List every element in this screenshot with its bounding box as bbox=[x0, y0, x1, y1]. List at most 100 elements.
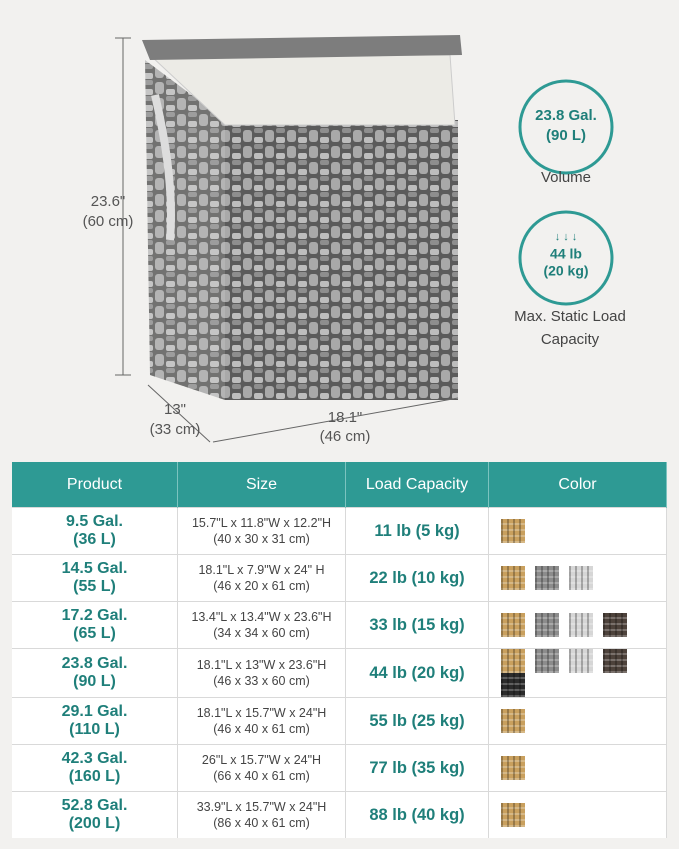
size-cell: 18.1"L x 15.7"W x 24"H (46 x 40 x 61 cm) bbox=[177, 697, 346, 745]
arrows-icon: ↓ ↓ ↓ bbox=[555, 231, 578, 243]
swatch bbox=[569, 566, 593, 590]
size-cell: 18.1"L x 13"W x 23.6"H (46 x 33 x 60 cm) bbox=[177, 648, 346, 698]
color-cell bbox=[488, 697, 667, 745]
badge-ring bbox=[518, 79, 614, 175]
size-cell: 18.1"L x 7.9"W x 24" H (46 x 20 x 61 cm) bbox=[177, 554, 346, 602]
swatch bbox=[501, 673, 525, 697]
swatch bbox=[535, 649, 559, 673]
header: Color bbox=[488, 462, 667, 508]
badge-ring bbox=[518, 210, 614, 306]
row: 52.8 Gal. (200 L) 33.9"L x 15.7"W x 24"H (8… bbox=[12, 791, 667, 838]
size-metric: (46 x 20 x 61 cm) bbox=[213, 579, 310, 593]
gallons: 42.3 Gal. bbox=[61, 750, 128, 767]
header: Load Capacity bbox=[345, 462, 489, 508]
size-cell: 15.7"L x 11.8"W x 12.2"H (40 x 30 x 31 cm… bbox=[177, 507, 346, 555]
header: Size bbox=[177, 462, 346, 508]
product-cell: 14.5 Gal. (55 L) bbox=[12, 554, 178, 602]
row: 29.1 Gal. (110 L) 18.1"L x 15.7"W x 24"H (4… bbox=[12, 697, 667, 745]
swatch bbox=[501, 519, 525, 543]
row: 23.8 Gal. (90 L) 18.1"L x 13"W x 23.6"H (46… bbox=[12, 648, 667, 698]
liters: (110 L) bbox=[69, 721, 120, 738]
color-cell bbox=[488, 648, 667, 698]
swatch bbox=[603, 649, 627, 673]
size: 18.1"L x 13"W x 23.6"H bbox=[196, 658, 327, 672]
gallons: 14.5 Gal. bbox=[61, 560, 128, 577]
size-metric: (46 x 40 x 61 cm) bbox=[213, 722, 310, 736]
swatch bbox=[535, 613, 559, 637]
size-metric: (66 x 40 x 61 cm) bbox=[213, 769, 310, 783]
color-cell bbox=[488, 744, 667, 792]
swatch bbox=[569, 613, 593, 637]
color-cell bbox=[488, 554, 667, 602]
swatch bbox=[603, 613, 627, 637]
swatch bbox=[569, 649, 593, 673]
liters: (90 L) bbox=[73, 673, 116, 690]
size: 26"L x 15.7"W x 24"H bbox=[201, 753, 322, 767]
swatch bbox=[501, 613, 525, 637]
liters: (160 L) bbox=[68, 768, 121, 785]
depth-metric: (33 cm) bbox=[150, 421, 201, 438]
size-metric: (40 x 30 x 31 cm) bbox=[213, 532, 310, 546]
swatch bbox=[501, 649, 525, 673]
size: 13.4"L x 13.4"W x 23.6"H bbox=[191, 610, 332, 624]
product-cell: 52.8 Gal. (200 L) bbox=[12, 791, 178, 838]
height-label: 23.6" bbox=[91, 193, 126, 210]
load: 22 lb (10 kg) bbox=[345, 554, 489, 602]
dimension-lines bbox=[115, 37, 459, 443]
gallons: 29.1 Gal. bbox=[61, 703, 128, 720]
badge-text: (90 L) bbox=[546, 127, 586, 144]
swatch bbox=[501, 709, 525, 733]
size-metric: (46 x 33 x 60 cm) bbox=[213, 674, 310, 688]
badge-caption: Volume bbox=[541, 169, 591, 186]
size: 18.1"L x 15.7"W x 24"H bbox=[196, 706, 327, 720]
product-cell: 9.5 Gal. (36 L) bbox=[12, 507, 178, 555]
row: 42.3 Gal. (160 L) 26"L x 15.7"W x 24"H (66 … bbox=[12, 744, 667, 792]
row: 9.5 Gal. (36 L) 15.7"L x 11.8"W x 12.2"H (4… bbox=[12, 507, 667, 555]
liters: (200 L) bbox=[68, 815, 121, 832]
load: 88 lb (40 kg) bbox=[345, 791, 489, 838]
width-metric: (46 cm) bbox=[320, 428, 371, 445]
color-cell bbox=[488, 507, 667, 555]
header: Product bbox=[12, 462, 178, 508]
swatch bbox=[501, 803, 525, 827]
size: 18.1"L x 7.9"W x 24" H bbox=[198, 563, 325, 577]
load: 55 lb (25 kg) bbox=[345, 697, 489, 745]
load: 77 lb (35 kg) bbox=[345, 744, 489, 792]
liters: (36 L) bbox=[73, 531, 116, 548]
gallons: 9.5 Gal. bbox=[66, 513, 123, 530]
product-cell: 29.1 Gal. (110 L) bbox=[12, 697, 178, 745]
badge-text: (20 kg) bbox=[543, 263, 588, 279]
badge-caption-box: Max. Static Load Capacity bbox=[514, 308, 626, 348]
product-cell: 23.8 Gal. (90 L) bbox=[12, 648, 178, 698]
gallons: 52.8 Gal. bbox=[61, 797, 128, 814]
gallons: 17.2 Gal. bbox=[61, 607, 128, 624]
illustration: 23.6" (60 cm) 13" (33 cm) 18.1" (46 cm) … bbox=[83, 35, 626, 445]
height-metric: (60 cm) bbox=[83, 213, 134, 230]
depth-label: 13" bbox=[164, 401, 186, 418]
badge-caption: Max. Static Load Capacity bbox=[514, 308, 626, 348]
swatch bbox=[501, 566, 525, 590]
lid bbox=[142, 35, 462, 60]
liters: (65 L) bbox=[73, 625, 116, 642]
liters: (55 L) bbox=[73, 578, 116, 595]
badge-text: 23.8 Gal. bbox=[535, 107, 597, 124]
color-cell bbox=[488, 601, 667, 649]
size: 33.9"L x 15.7"W x 24"H bbox=[196, 800, 327, 814]
spec-table: Product Size Load Capacity Color 9.5 Gal… bbox=[12, 462, 667, 838]
product-cell: 42.3 Gal. (160 L) bbox=[12, 744, 178, 792]
load: 11 lb (5 kg) bbox=[345, 507, 489, 555]
basket-front bbox=[225, 120, 458, 400]
size-metric: (34 x 34 x 60 cm) bbox=[213, 626, 310, 640]
row: 14.5 Gal. (55 L) 18.1"L x 7.9"W x 24" H (46… bbox=[12, 554, 667, 602]
size-cell: 33.9"L x 15.7"W x 24"H (86 x 40 x 61 cm) bbox=[177, 791, 346, 838]
color-cell bbox=[488, 791, 667, 838]
swatch bbox=[501, 756, 525, 780]
badge-text: 44 lb bbox=[550, 246, 582, 262]
width-label: 18.1" bbox=[328, 409, 363, 426]
load: 44 lb (20 kg) bbox=[345, 648, 489, 698]
size-cell: 13.4"L x 13.4"W x 23.6"H (34 x 34 x 60 cm… bbox=[177, 601, 346, 649]
size: 15.7"L x 11.8"W x 12.2"H bbox=[191, 516, 332, 530]
load: 33 lb (15 kg) bbox=[345, 601, 489, 649]
gallons: 23.8 Gal. bbox=[61, 655, 128, 672]
